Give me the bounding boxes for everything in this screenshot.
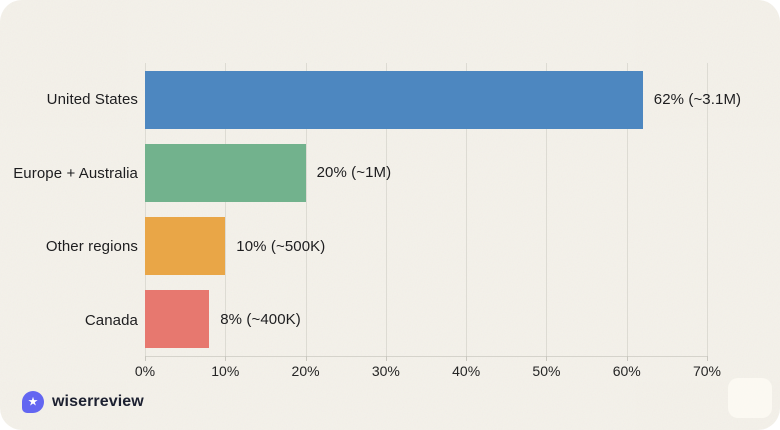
brand-footer: ★ wiserreview	[22, 390, 144, 414]
tick-mark	[305, 356, 307, 361]
plot-area: 62% (~3.1M) 20% (~1M) 10% (~500K) 8% (~400K…	[145, 63, 741, 361]
tick-mark	[385, 356, 387, 361]
x-axis-tick-labels: 0% 10% 20% 30% 40% 50% 60% 70%	[135, 363, 721, 381]
tick-mark	[225, 356, 227, 361]
bar-row: 20% (~1M)	[145, 136, 707, 209]
gridline	[145, 63, 146, 356]
tick-label: 30%	[371, 363, 400, 379]
brand-name: wiserreview	[52, 393, 144, 410]
tick-mark	[707, 356, 708, 361]
bar-row: 10% (~500K)	[145, 210, 707, 283]
tick-label: 70%	[692, 363, 722, 379]
tick-mark	[466, 356, 468, 361]
tick-mark	[145, 356, 146, 361]
value-label: 8% (~400K)	[220, 310, 301, 328]
category-label: United States	[46, 91, 138, 109]
category-label: Other regions	[45, 238, 138, 256]
bar-row: 8% (~400K)	[145, 283, 707, 356]
value-label: 10% (~500K)	[236, 237, 326, 255]
value-label: 20% (~1M)	[316, 164, 392, 182]
gridline	[305, 63, 307, 356]
tick-label: 0%	[134, 363, 156, 379]
value-label: 62% (~3.1M)	[653, 91, 742, 109]
gridline	[707, 63, 708, 356]
gridline	[225, 63, 227, 356]
bar-other-regions	[145, 217, 226, 276]
bar-united-states	[145, 70, 643, 129]
category-label: Canada	[84, 311, 138, 329]
tick-mark	[546, 356, 548, 361]
tick-mark	[626, 356, 628, 361]
star-icon: ★	[27, 394, 39, 409]
bar-europe-australia	[145, 143, 306, 202]
bar-row: 62% (~3.1M)	[145, 63, 741, 136]
tick-label: 20%	[291, 363, 320, 379]
gridline	[626, 63, 628, 356]
category-axis: United States Europe + Australia Other reg…	[0, 63, 138, 357]
corner-highlight-patch	[728, 378, 772, 418]
tick-label: 60%	[612, 363, 641, 379]
category-label: Europe + Australia	[13, 164, 138, 182]
gridline	[385, 63, 387, 356]
tick-label: 50%	[532, 363, 561, 379]
wiserreview-logo-icon[interactable]: ★	[22, 391, 44, 413]
gridline	[466, 63, 468, 356]
bar-canada	[145, 290, 210, 349]
gridline	[546, 63, 548, 356]
tick-label: 10%	[211, 363, 240, 379]
tick-label: 40%	[452, 363, 481, 379]
